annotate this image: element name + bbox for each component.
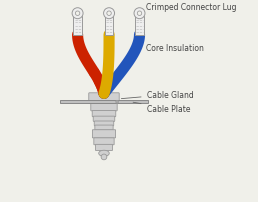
FancyBboxPatch shape	[95, 145, 112, 151]
Bar	[105, 17, 113, 35]
Circle shape	[116, 101, 119, 104]
Circle shape	[107, 12, 111, 16]
FancyBboxPatch shape	[94, 138, 114, 145]
Circle shape	[72, 9, 83, 20]
Circle shape	[137, 12, 142, 16]
FancyBboxPatch shape	[94, 121, 114, 126]
Text: Crimped Connector Lug: Crimped Connector Lug	[142, 3, 236, 12]
Circle shape	[103, 9, 115, 20]
Text: Cable Plate: Cable Plate	[133, 103, 190, 114]
Circle shape	[101, 154, 107, 160]
Circle shape	[75, 12, 80, 16]
FancyBboxPatch shape	[92, 111, 116, 117]
FancyBboxPatch shape	[91, 103, 117, 111]
Bar	[73, 17, 82, 35]
Ellipse shape	[99, 150, 109, 157]
FancyBboxPatch shape	[89, 93, 119, 104]
Text: Core Insulation: Core Insulation	[138, 44, 204, 53]
Text: Cable Gland: Cable Gland	[121, 90, 193, 99]
FancyBboxPatch shape	[95, 125, 113, 130]
Bar	[60, 101, 148, 104]
FancyBboxPatch shape	[93, 117, 115, 122]
Bar	[135, 17, 144, 35]
FancyBboxPatch shape	[92, 130, 116, 138]
Circle shape	[134, 9, 145, 20]
